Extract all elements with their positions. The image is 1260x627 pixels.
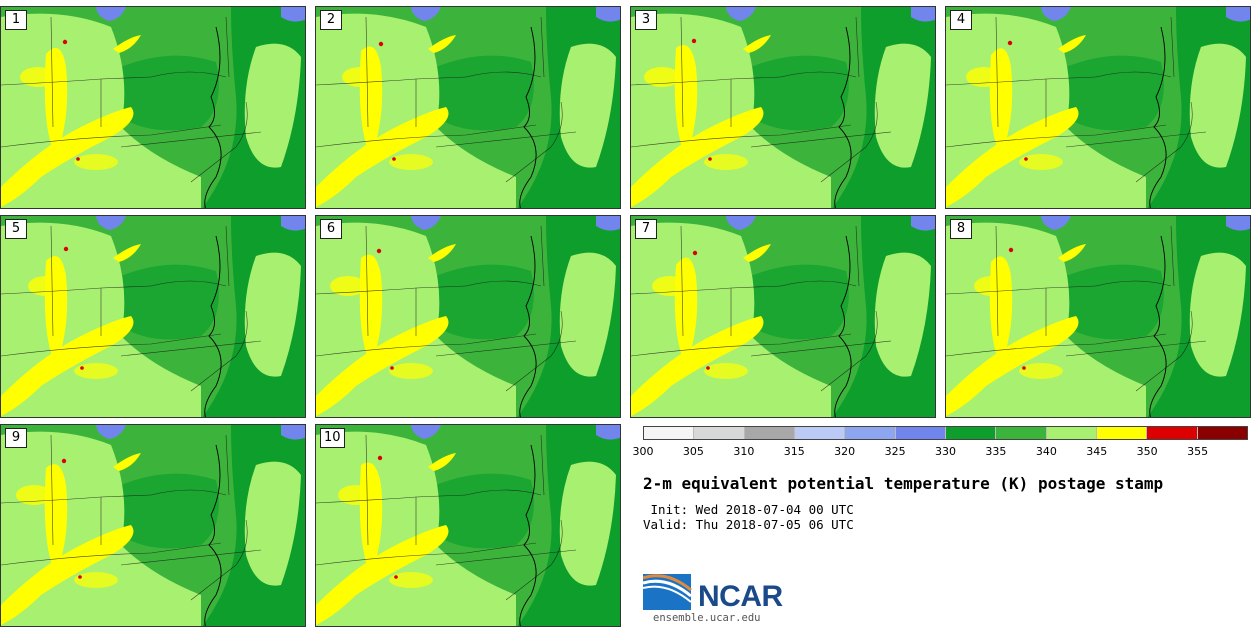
page-title: 2-m equivalent potential temperature (K)… xyxy=(643,474,1164,493)
stamp-map-8 xyxy=(946,216,1250,417)
panel-number-label: 1 xyxy=(5,10,27,30)
colorbar-swatch xyxy=(744,427,795,439)
colorbar-swatch xyxy=(845,427,896,439)
stamp-panel-4: 4 xyxy=(945,6,1251,209)
colorbar-tick-label: 335 xyxy=(985,445,1007,458)
panel-number-label: 3 xyxy=(635,10,657,30)
stamp-panel-3: 3 xyxy=(630,6,936,209)
colorbar-tick-label: 310 xyxy=(733,445,755,458)
colorbar xyxy=(643,426,1248,440)
panel-number-label: 7 xyxy=(635,219,657,239)
stamp-map-4 xyxy=(946,7,1250,208)
colorbar-swatch xyxy=(694,427,745,439)
colorbar-swatch xyxy=(1147,427,1198,439)
stamp-map-10 xyxy=(316,425,620,626)
colorbar-tick-label: 325 xyxy=(884,445,906,458)
stamp-panel-5: 5 xyxy=(0,215,306,418)
panel-number-label: 8 xyxy=(950,219,972,239)
stamp-panel-9: 9 xyxy=(0,424,306,627)
panel-number-label: 9 xyxy=(5,428,27,448)
panel-number-label: 4 xyxy=(950,10,972,30)
stamp-panel-6: 6 xyxy=(315,215,621,418)
stamp-panel-7: 7 xyxy=(630,215,936,418)
colorbar-tick-label: 320 xyxy=(834,445,856,458)
stamp-map-7 xyxy=(631,216,935,417)
colorbar-tick-label: 300 xyxy=(632,445,654,458)
colorbar-swatch xyxy=(644,427,695,439)
colorbar-tick-label: 340 xyxy=(1035,445,1057,458)
panel-number-label: 2 xyxy=(320,10,342,30)
colorbar-swatch xyxy=(895,427,946,439)
stamp-map-3 xyxy=(631,7,935,208)
panel-number-label: 5 xyxy=(5,219,27,239)
website-url: ensemble.ucar.edu xyxy=(653,612,761,624)
panel-number-label: 6 xyxy=(320,219,342,239)
stamp-map-2 xyxy=(316,7,620,208)
stamp-panel-10: 10 xyxy=(315,424,621,627)
colorbar-swatch xyxy=(996,427,1047,439)
valid-time: Valid: Thu 2018-07-05 06 UTC xyxy=(643,517,854,532)
colorbar-swatch xyxy=(1096,427,1148,439)
stamp-map-6 xyxy=(316,216,620,417)
colorbar-tick-label: 345 xyxy=(1086,445,1108,458)
logo-wordmark: NCAR xyxy=(698,580,783,613)
stamp-panel-8: 8 xyxy=(945,215,1251,418)
stamp-panel-2: 2 xyxy=(315,6,621,209)
colorbar-tick-label: 330 xyxy=(935,445,956,458)
stamp-panel-1: 1 xyxy=(0,6,306,209)
colorbar-tick-labels: 300 305 310 315 320 325 330 335 340 345 350 355 xyxy=(633,445,1248,459)
stamp-map-9 xyxy=(1,425,305,626)
colorbar-swatch xyxy=(945,427,997,439)
colorbar-tick-label: 355 xyxy=(1187,445,1209,458)
init-time: Init: Wed 2018-07-04 00 UTC xyxy=(643,502,854,517)
colorbar-tick-label: 305 xyxy=(682,445,704,458)
colorbar-swatch xyxy=(1046,427,1097,439)
colorbar-swatch xyxy=(794,427,846,439)
stamp-map-1 xyxy=(1,7,305,208)
colorbar-tick-label: 350 xyxy=(1136,445,1158,458)
stamp-map-5 xyxy=(1,216,305,417)
panel-number-label: 10 xyxy=(320,428,345,448)
colorbar-swatch xyxy=(1197,427,1247,439)
ncar-logo-icon xyxy=(643,574,692,610)
colorbar-tick-label: 315 xyxy=(783,445,805,458)
